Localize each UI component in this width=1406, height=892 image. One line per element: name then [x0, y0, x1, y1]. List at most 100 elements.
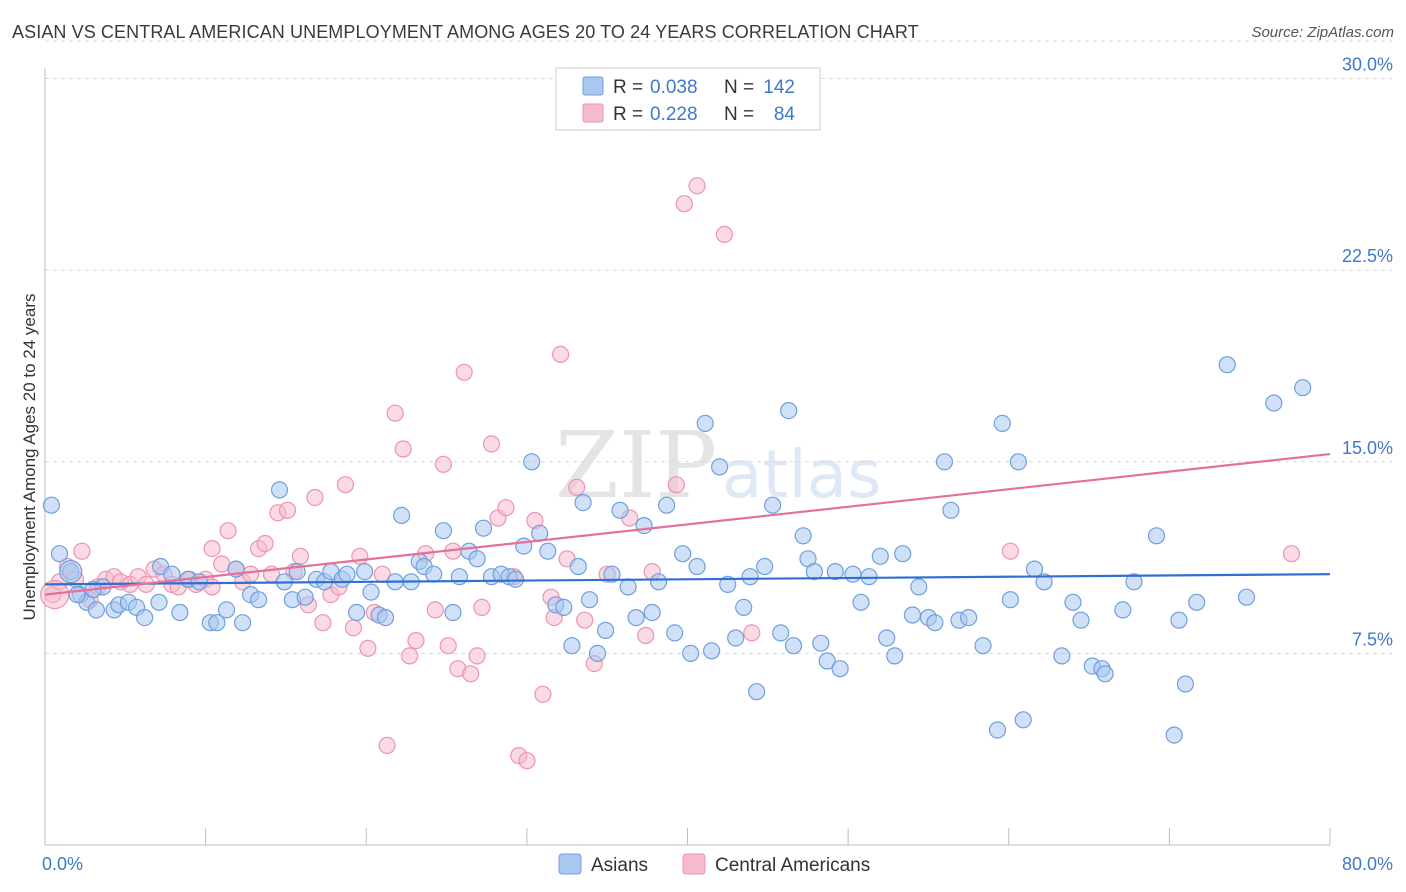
point-central-american	[314, 614, 332, 632]
bottom-legend: Asians Central Americans	[558, 853, 870, 876]
point-asian	[603, 565, 621, 583]
point-asian	[741, 568, 759, 586]
legend-swatch-central-americans	[582, 103, 604, 123]
point-asian	[1096, 665, 1114, 683]
point-central-american	[203, 539, 221, 558]
point-asian	[163, 565, 181, 583]
point-central-american	[468, 647, 486, 665]
point-central-american	[344, 619, 362, 637]
legend: R = 0.038 N = 142 R = 0.228 N = 84	[555, 67, 821, 131]
point-asian	[356, 562, 374, 581]
point-asian	[818, 652, 836, 670]
point-asian	[805, 562, 824, 581]
point-central-american	[242, 565, 260, 583]
y-tick-label: 7.5%	[1352, 629, 1393, 649]
point-asian	[926, 614, 944, 632]
point-asian	[844, 565, 862, 583]
point-central-american	[576, 611, 594, 629]
point-asian	[993, 414, 1011, 432]
point-asian	[362, 583, 380, 601]
point-asian	[831, 660, 849, 678]
point-asian	[208, 614, 226, 632]
point-asian	[474, 519, 493, 537]
point-asian	[826, 562, 844, 581]
point-asian	[296, 588, 314, 606]
point-asian	[619, 578, 637, 596]
point-asian	[974, 637, 992, 655]
point-asian	[42, 496, 61, 514]
point-asian	[393, 506, 411, 525]
point-central-american	[213, 555, 231, 573]
point-central-american	[462, 665, 480, 683]
point-asian	[1165, 726, 1183, 744]
point-central-american	[473, 598, 491, 617]
point-central-american	[306, 488, 324, 507]
point-asian	[50, 545, 69, 563]
legend-n-value-central: 84	[774, 104, 796, 125]
point-asian	[780, 402, 798, 420]
point-asian	[171, 603, 189, 622]
y-tick-labels: 7.5% 15.0% 22.5% 30.0%	[1342, 55, 1393, 650]
point-asian	[763, 496, 782, 514]
point-asian	[444, 603, 462, 622]
point-asian	[755, 557, 774, 576]
point-central-american	[394, 440, 412, 458]
watermark-atlas: atlas	[722, 436, 882, 513]
point-asian	[1176, 675, 1195, 693]
point-central-american	[256, 534, 274, 553]
point-asian	[136, 608, 154, 627]
point-central-american	[568, 478, 586, 496]
point-asian	[674, 545, 692, 563]
point-asian	[1237, 588, 1256, 606]
point-asian	[903, 606, 922, 624]
point-central-american	[378, 736, 396, 755]
point-asian	[1294, 379, 1312, 397]
x-tick-label-min: 0.0%	[42, 854, 83, 874]
legend-r-label-asians: R =	[613, 77, 643, 98]
point-asian	[935, 453, 954, 471]
point-asian	[574, 494, 592, 512]
point-asian	[611, 501, 629, 519]
bottom-legend-swatch-asians	[558, 853, 582, 875]
legend-r-value-central: 0.228	[650, 104, 698, 125]
y-tick-label: 22.5%	[1342, 246, 1393, 266]
point-central-american	[219, 522, 237, 540]
point-asian	[682, 644, 700, 663]
point-central-american	[434, 455, 452, 473]
point-central-american	[497, 499, 515, 517]
x-tick-label-max: 80.0%	[1342, 854, 1393, 874]
point-asian	[539, 542, 557, 560]
legend-swatch-asians	[582, 76, 604, 96]
point-asian	[506, 570, 525, 588]
point-central-american	[534, 685, 552, 703]
point-asian	[1265, 394, 1283, 412]
point-central-american	[675, 195, 693, 213]
point-asian	[563, 637, 581, 655]
source-label: Source: ZipAtlas.com	[1251, 24, 1394, 41]
point-asian	[988, 721, 1007, 739]
point-asian	[1014, 711, 1032, 729]
point-asian	[894, 545, 912, 563]
point-asian	[710, 458, 729, 476]
point-central-american	[73, 542, 91, 560]
trend-line-asians	[44, 573, 1331, 586]
point-asian	[772, 624, 790, 642]
point-asian	[784, 637, 803, 655]
point-asian	[959, 608, 978, 627]
point-asian	[1035, 573, 1053, 591]
point-asian	[643, 603, 661, 622]
trend-line-central-americans	[44, 452, 1331, 596]
point-asian	[794, 527, 812, 545]
point-asian	[878, 629, 896, 647]
point-asian	[425, 565, 443, 583]
point-asian	[1072, 611, 1090, 629]
point-asian	[688, 557, 706, 576]
legend-n-value-asians: 142	[763, 77, 795, 98]
point-asian	[886, 647, 904, 665]
point-central-american	[359, 639, 377, 657]
point-asian	[719, 575, 737, 594]
point-central-american	[518, 752, 536, 770]
point-central-american	[336, 476, 354, 494]
point-asian	[635, 516, 653, 535]
